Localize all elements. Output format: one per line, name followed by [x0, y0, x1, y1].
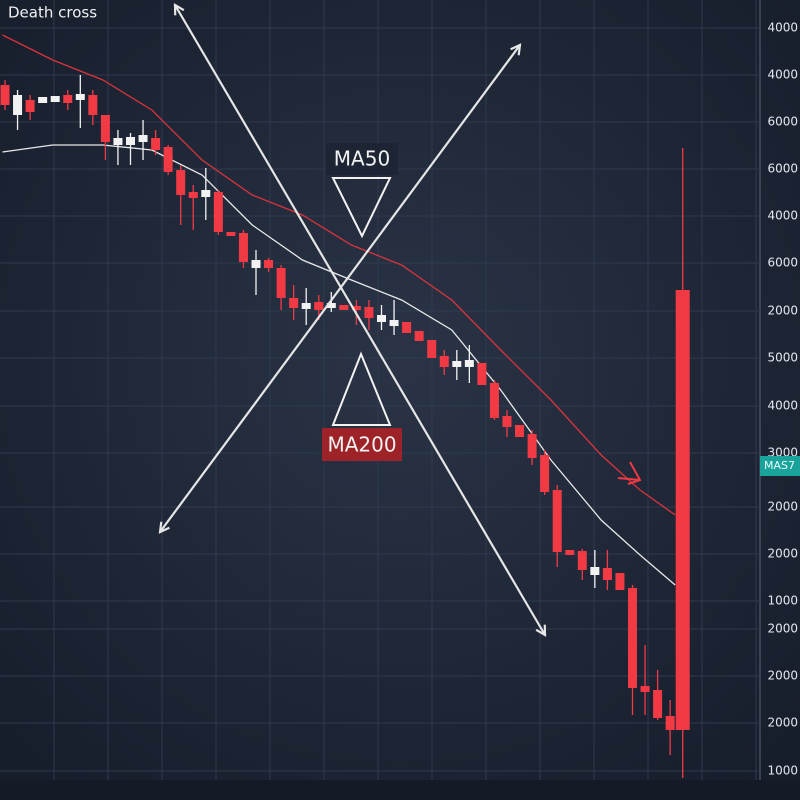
candle-body [25, 100, 35, 112]
candle-body [615, 573, 625, 590]
label-box [326, 143, 398, 175]
candle-body [13, 95, 23, 115]
candle-body [75, 94, 85, 100]
y-tick-label: 2000 [767, 622, 798, 636]
candle-body [427, 340, 437, 358]
candle-body [527, 434, 537, 458]
candle-body [389, 320, 399, 326]
candle-body [126, 137, 135, 145]
y-tick-label: 4000 [767, 21, 798, 35]
y-tick-label: 6000 [767, 256, 798, 270]
candle-body [653, 690, 663, 718]
candle-body [552, 490, 562, 552]
candle-body [640, 686, 650, 692]
candle-body [151, 138, 161, 150]
candle-body [88, 95, 98, 115]
arrow [160, 45, 520, 532]
y-tick-label: 2000 [767, 547, 798, 561]
y-tick-label: 2000 [767, 500, 798, 514]
candle-body [50, 96, 60, 102]
y-tick-label: 4000 [767, 399, 798, 413]
candle-body [489, 383, 499, 418]
pointer [617, 477, 641, 481]
triangle-down [331, 177, 392, 239]
y-tick-label: 1000 [767, 594, 798, 608]
y-tick-label: 6000 [767, 115, 798, 129]
candle-body [540, 455, 550, 492]
y-tick-label: 4000 [767, 68, 798, 82]
annotation: MA200 [327, 433, 396, 457]
candle-body [238, 233, 248, 262]
candle-body [477, 363, 487, 385]
candle-body [188, 192, 198, 198]
candle-body [377, 315, 386, 322]
candle-body [113, 138, 123, 145]
pointer [627, 461, 642, 485]
candle-body [665, 716, 675, 730]
candle-body [364, 307, 374, 318]
candle-body [100, 115, 110, 142]
candle-body [439, 356, 449, 367]
candle-body [226, 232, 236, 236]
candle-body [276, 268, 286, 298]
candle-body [314, 302, 324, 310]
candle-body [339, 305, 349, 310]
candle-body [402, 322, 412, 333]
price-tag-label: MAS7 [764, 459, 795, 472]
candle-body [590, 567, 600, 575]
candle-body [201, 190, 211, 197]
y-tick-label: 4000 [767, 209, 798, 223]
candle-body [452, 361, 462, 367]
candle-body [289, 298, 299, 308]
candle-body [602, 568, 612, 580]
candle-body [213, 192, 223, 232]
label-box [322, 428, 402, 461]
candle-body [264, 260, 274, 268]
y-tick-label: 2000 [767, 716, 798, 730]
triangle-up [331, 351, 392, 426]
candle-body [176, 170, 186, 195]
chart-title: Death cross [8, 4, 97, 22]
y-tick-label: 2000 [767, 304, 798, 318]
price-tag [760, 456, 800, 476]
candle-body [301, 303, 311, 309]
candle-body [577, 551, 587, 570]
y-tick-label: 2000 [767, 669, 798, 683]
candle-body [251, 260, 261, 268]
candle-body [464, 360, 474, 367]
candle-body [565, 550, 575, 555]
candle-body [675, 290, 690, 730]
candle-body [414, 331, 424, 341]
candle-body [138, 135, 148, 142]
y-tick-label: 1000 [767, 764, 798, 778]
candle-body [38, 97, 48, 103]
y-tick-label: 6000 [767, 162, 798, 176]
candle-body [515, 425, 525, 437]
candle-body [628, 588, 637, 688]
candle-body [63, 95, 73, 103]
candle-body [163, 147, 173, 172]
candle-body [502, 416, 512, 427]
bottom-strip [0, 780, 800, 800]
candle-body [0, 85, 10, 105]
y-tick-label: 5000 [767, 351, 798, 365]
annotation: MA50 [334, 147, 390, 171]
